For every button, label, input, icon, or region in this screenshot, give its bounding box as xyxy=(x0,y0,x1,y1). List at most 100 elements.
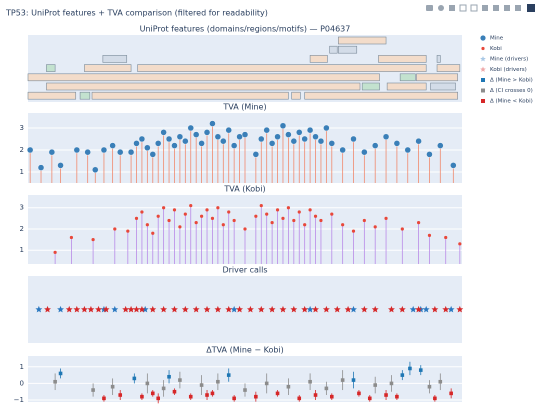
marker xyxy=(162,206,166,210)
driver-star xyxy=(279,305,287,313)
marker xyxy=(415,137,422,145)
marker xyxy=(126,229,130,233)
marker xyxy=(340,378,345,382)
legend-marker xyxy=(480,66,486,72)
driver-star xyxy=(122,305,130,313)
driver-star xyxy=(95,305,102,313)
marker xyxy=(100,146,108,154)
driver-star xyxy=(225,305,233,313)
driver-star xyxy=(236,305,243,313)
marker xyxy=(216,379,220,384)
feature xyxy=(27,91,77,100)
marker xyxy=(341,223,345,227)
marker xyxy=(188,394,193,399)
y-tick-label: 0 xyxy=(20,379,24,387)
subplot-title: Driver calls xyxy=(222,266,267,275)
driver-star xyxy=(230,305,238,313)
marker xyxy=(241,131,249,138)
marker xyxy=(232,218,236,223)
driver-star xyxy=(247,305,254,313)
marker xyxy=(232,396,236,401)
marker xyxy=(167,218,171,223)
marker xyxy=(151,231,155,235)
marker xyxy=(145,381,150,386)
marker xyxy=(150,391,155,396)
marker xyxy=(297,210,301,214)
marker xyxy=(48,148,56,156)
marker xyxy=(285,131,292,138)
marker xyxy=(286,206,290,210)
marker xyxy=(395,394,399,399)
marker xyxy=(437,142,444,149)
marker xyxy=(140,394,144,399)
feature xyxy=(436,55,441,63)
marker xyxy=(313,393,318,397)
driver-star xyxy=(81,305,88,313)
driver-star xyxy=(306,305,314,313)
marker xyxy=(275,391,280,396)
marker xyxy=(156,214,160,218)
marker xyxy=(172,389,177,394)
marker xyxy=(384,216,388,220)
marker xyxy=(165,135,173,143)
marker xyxy=(444,235,448,240)
marker xyxy=(323,124,330,132)
feature xyxy=(338,36,387,45)
marker xyxy=(286,384,291,389)
driver-star xyxy=(415,305,423,313)
marker xyxy=(389,381,394,386)
marker xyxy=(205,208,209,212)
driver-star xyxy=(257,305,265,313)
marker xyxy=(176,133,184,140)
marker xyxy=(53,379,57,384)
y-tick-label: 1 xyxy=(20,246,24,254)
driver-star xyxy=(35,305,43,313)
marker xyxy=(252,151,260,158)
driver-star xyxy=(133,305,140,313)
legend-label: Δ (CI crosses 0) xyxy=(490,88,533,94)
feature xyxy=(84,64,132,72)
marker xyxy=(433,396,437,401)
marker xyxy=(198,140,205,147)
marker xyxy=(404,146,411,154)
marker xyxy=(160,129,167,136)
driver-star xyxy=(333,305,341,313)
marker xyxy=(400,227,404,231)
driver-star xyxy=(57,305,64,313)
plot-area xyxy=(28,276,462,343)
toolbar[interactable] xyxy=(426,4,535,12)
driver-star xyxy=(102,305,110,313)
marker xyxy=(183,212,187,216)
subplot-title: ΔTVA (Mine − Kobi) xyxy=(206,346,284,355)
marker xyxy=(290,137,298,145)
marker xyxy=(182,137,189,145)
feature xyxy=(46,82,361,91)
marker xyxy=(328,140,335,147)
driver-star xyxy=(138,305,146,313)
marker xyxy=(205,393,209,397)
marker xyxy=(58,371,63,376)
marker xyxy=(254,214,258,218)
marker xyxy=(458,242,462,246)
marker xyxy=(259,204,263,208)
marker xyxy=(243,227,247,231)
marker xyxy=(263,126,270,134)
feature xyxy=(102,55,128,63)
driver-star xyxy=(371,305,379,313)
marker xyxy=(339,146,346,154)
marker xyxy=(117,148,124,156)
marker xyxy=(330,394,334,399)
driver-star xyxy=(398,305,406,313)
marker xyxy=(306,126,314,134)
marker xyxy=(171,142,178,149)
driver-star xyxy=(171,305,178,313)
feature xyxy=(46,64,56,72)
driver-star xyxy=(203,305,211,313)
driver-star xyxy=(87,305,95,313)
driver-star xyxy=(456,305,464,313)
feature xyxy=(338,45,358,54)
driver-star xyxy=(350,305,357,313)
feature xyxy=(91,91,289,100)
marker xyxy=(113,227,117,231)
